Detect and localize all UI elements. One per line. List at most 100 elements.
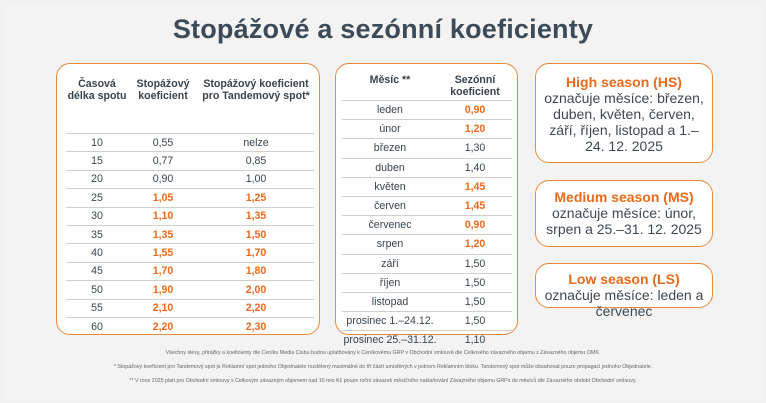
spot-coefficient-cell: 1,70: [128, 261, 198, 281]
spot-length-cell: 55: [66, 298, 128, 318]
header-seasonal-coefficient: Sezónní koeficient: [450, 74, 500, 98]
tandem-coefficient-cell: 1,35: [198, 206, 314, 226]
table-row: leden 0,90: [342, 99, 512, 120]
spot-length-cell: 20: [66, 169, 128, 189]
table-row: 45 1,70 1,80: [66, 261, 314, 281]
medium-season-label: Medium season (MS): [554, 189, 694, 205]
table-row: srpen 1,20: [342, 234, 512, 254]
table-row: 25 1,05 1,25: [66, 188, 314, 208]
medium-season-box: Medium season (MS) označuje měsíce: únor…: [535, 180, 713, 247]
seasonal-coefficient-cell: 1,45: [438, 176, 512, 197]
month-cell: září: [342, 253, 438, 274]
tandem-coefficient-cell: 1,00: [198, 169, 314, 189]
spot-coefficient-cell: 0,55: [128, 132, 198, 152]
seasonal-coefficient-cell: 1,50: [438, 272, 512, 293]
table-row: červen 1,45: [342, 195, 512, 216]
seasonal-coefficient-panel: Měsíc ** Sezónní koeficient leden 0,90 úno…: [335, 63, 518, 350]
seasonal-coefficient-table: Měsíc ** Sezónní koeficient leden 0,90 úno…: [342, 74, 512, 350]
tandem-coefficient-cell: 1,80: [198, 261, 314, 281]
seasonal-coefficient-cell: 1,50: [438, 291, 512, 312]
low-season-box: Low season (LS) označuje měsíce: leden a…: [535, 263, 713, 319]
tandem-coefficient-cell: 0,85: [198, 151, 314, 171]
month-cell: květen: [342, 176, 438, 197]
spot-coefficient-table: Časová délka spotu Stopážový koeficient …: [66, 78, 314, 336]
spot-coefficient-cell: 0,90: [128, 169, 198, 189]
seasonal-coefficient-cell: 1,10: [438, 330, 512, 350]
month-cell: leden: [342, 99, 438, 120]
seasonal-coefficient-cell: 1,50: [438, 253, 512, 274]
spot-coefficient-cell: 1,10: [128, 206, 198, 226]
table-row: 30 1,10 1,35: [66, 206, 314, 226]
seasonal-coefficient-cell: 1,20: [438, 119, 512, 139]
table-row: 55 2,10 2,20: [66, 298, 314, 318]
month-cell: prosinec 1.–24.12.: [342, 311, 438, 331]
low-season-text: označuje měsíce: leden a červenec: [544, 287, 704, 319]
table-row: prosinec 1.–24.12. 1,50: [342, 311, 512, 331]
table-row: 20 0,90 1,00: [66, 169, 314, 189]
table-row: 40 1,55 1,70: [66, 243, 314, 263]
month-cell: srpen: [342, 234, 438, 254]
spot-length-cell: 25: [66, 188, 128, 208]
spot-length-cell: 60: [66, 316, 128, 336]
table-row: říjen 1,50: [342, 272, 512, 293]
medium-season-text: označuje měsíce: únor, srpen a 25.–31. 1…: [546, 205, 702, 237]
footnotes: Všechny slevy, přirážky a koeficienty dl…: [40, 348, 726, 390]
table-row: květen 1,45: [342, 176, 512, 197]
month-cell: červenec: [342, 215, 438, 235]
high-season-label: High season (HS): [566, 74, 682, 90]
spot-length-cell: 40: [66, 243, 128, 263]
footnote-tandem: * Stopážový koeficient pro Tandemový spo…: [113, 364, 653, 370]
low-season-content: Low season (LS) označuje měsíce: leden a…: [536, 271, 712, 319]
spot-length-cell: 50: [66, 280, 128, 300]
table-row: 50 1,90 2,00: [66, 280, 314, 300]
month-cell: říjen: [342, 272, 438, 293]
table-row: 35 1,35 1,50: [66, 224, 314, 244]
month-cell: listopad: [342, 291, 438, 312]
tandem-coefficient-cell: 1,25: [198, 188, 314, 208]
seasonal-coefficient-cell: 1,40: [438, 157, 512, 178]
header-tandem-coefficient: Stopážový koeficient pro Tandemový spot*: [202, 78, 310, 102]
spot-coefficient-cell: 1,55: [128, 243, 198, 263]
table-row: 60 2,20 2,30: [66, 316, 314, 336]
seasonal-coefficient-cell: 1,45: [438, 195, 512, 216]
table-row: červenec 0,90: [342, 215, 512, 235]
spot-length-cell: 45: [66, 261, 128, 281]
spot-length-cell: 10: [66, 132, 128, 152]
table-row: duben 1,40: [342, 157, 512, 178]
spot-coefficient-cell: 1,90: [128, 280, 198, 300]
header-spot-length: Časová délka spotu: [67, 78, 127, 102]
tandem-coefficient-cell: 1,50: [198, 224, 314, 244]
table-row: 10 0,55 nelze: [66, 132, 314, 152]
page-title: Stopážové a sezónní koeficienty: [172, 14, 594, 44]
seasonal-coefficient-cell: 1,50: [438, 311, 512, 331]
tandem-coefficient-cell: 2,30: [198, 316, 314, 336]
table-row: 15 0,77 0,85: [66, 151, 314, 171]
table-row: březen 1,30: [342, 138, 512, 159]
table-row: září 1,50: [342, 253, 512, 274]
spot-coefficient-cell: 1,35: [128, 224, 198, 244]
seasonal-coefficient-cell: 1,20: [438, 234, 512, 254]
seasonal-coefficient-cell: 0,90: [438, 99, 512, 120]
spot-coefficient-cell: 0,77: [128, 151, 198, 171]
header-month: Měsíc **: [369, 74, 411, 86]
table-row: listopad 1,50: [342, 291, 512, 312]
month-cell: duben: [342, 157, 438, 178]
tandem-coefficient-cell: 1,70: [198, 243, 314, 263]
footnote-general: Všechny slevy, přirážky a koeficienty dl…: [165, 350, 601, 356]
table-row: prosinec 25.–31.12. 1,10: [342, 330, 512, 350]
footnote-season: ** V roce 2025 platí pro Obchodní smlouv…: [129, 378, 637, 384]
tandem-coefficient-cell: 2,20: [198, 298, 314, 318]
high-season-box: High season (HS) označuje měsíce: březen…: [535, 63, 713, 163]
tandem-coefficient-cell: 2,00: [198, 280, 314, 300]
month-cell: červen: [342, 195, 438, 216]
month-cell: prosinec 25.–31.12.: [342, 330, 438, 350]
seasonal-coefficient-cell: 0,90: [438, 215, 512, 235]
spot-coefficient-cell: 2,20: [128, 316, 198, 336]
seasonal-coefficient-cell: 1,30: [438, 138, 512, 159]
low-season-label: Low season (LS): [568, 271, 680, 287]
header-spot-coefficient: Stopážový koeficient: [136, 78, 190, 102]
spot-coefficient-cell: 1,05: [128, 188, 198, 208]
table-row: únor 1,20: [342, 119, 512, 139]
spot-length-cell: 30: [66, 206, 128, 226]
spot-length-cell: 15: [66, 151, 128, 171]
